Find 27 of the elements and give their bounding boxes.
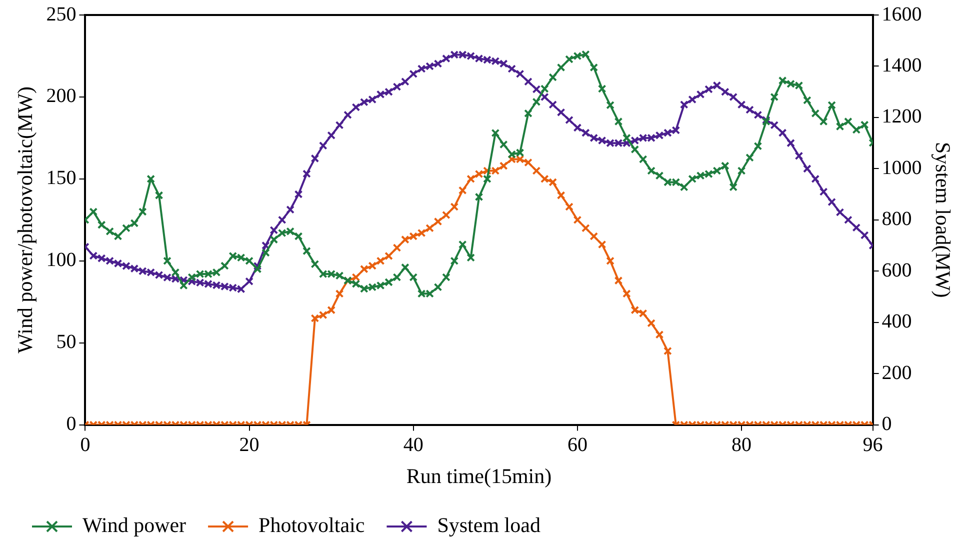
x-tick-label: 0 <box>80 434 90 456</box>
x-axis-title: Run time(15min) <box>406 464 552 488</box>
legend-label: Wind power <box>82 513 186 538</box>
y2-tick-label: 400 <box>882 310 912 333</box>
y-tick-label: 50 <box>56 331 76 354</box>
y2-tick-label: 1400 <box>882 54 922 76</box>
y2-tick-label: 1600 <box>882 3 922 26</box>
y2-tick-label: 800 <box>882 208 912 230</box>
x-tick-label: 96 <box>862 434 883 456</box>
x-tick-label: 80 <box>732 434 752 456</box>
x-tick-label: 20 <box>239 434 260 456</box>
y-tick-label: 0 <box>66 413 76 436</box>
y-tick-label: 150 <box>46 167 76 190</box>
y2-tick-label: 0 <box>882 413 892 436</box>
y-tick-label: 200 <box>46 85 76 108</box>
y2-tick-label: 1200 <box>882 106 922 128</box>
y-tick-label: 250 <box>46 3 76 26</box>
legend-label: Photovoltaic <box>258 513 365 538</box>
y-tick-label: 100 <box>46 249 76 272</box>
legend-label: System load <box>437 513 541 538</box>
y-axis-title: Wind power/photovoltaic(MW) <box>13 86 38 354</box>
y2-tick-label: 1000 <box>882 156 922 179</box>
y2-axis-title: System load(MW) <box>930 142 955 298</box>
y2-tick-label: 600 <box>882 259 912 282</box>
y2-tick-label: 200 <box>882 362 912 384</box>
x-tick-label: 40 <box>403 434 424 456</box>
x-tick-label: 60 <box>567 434 588 456</box>
